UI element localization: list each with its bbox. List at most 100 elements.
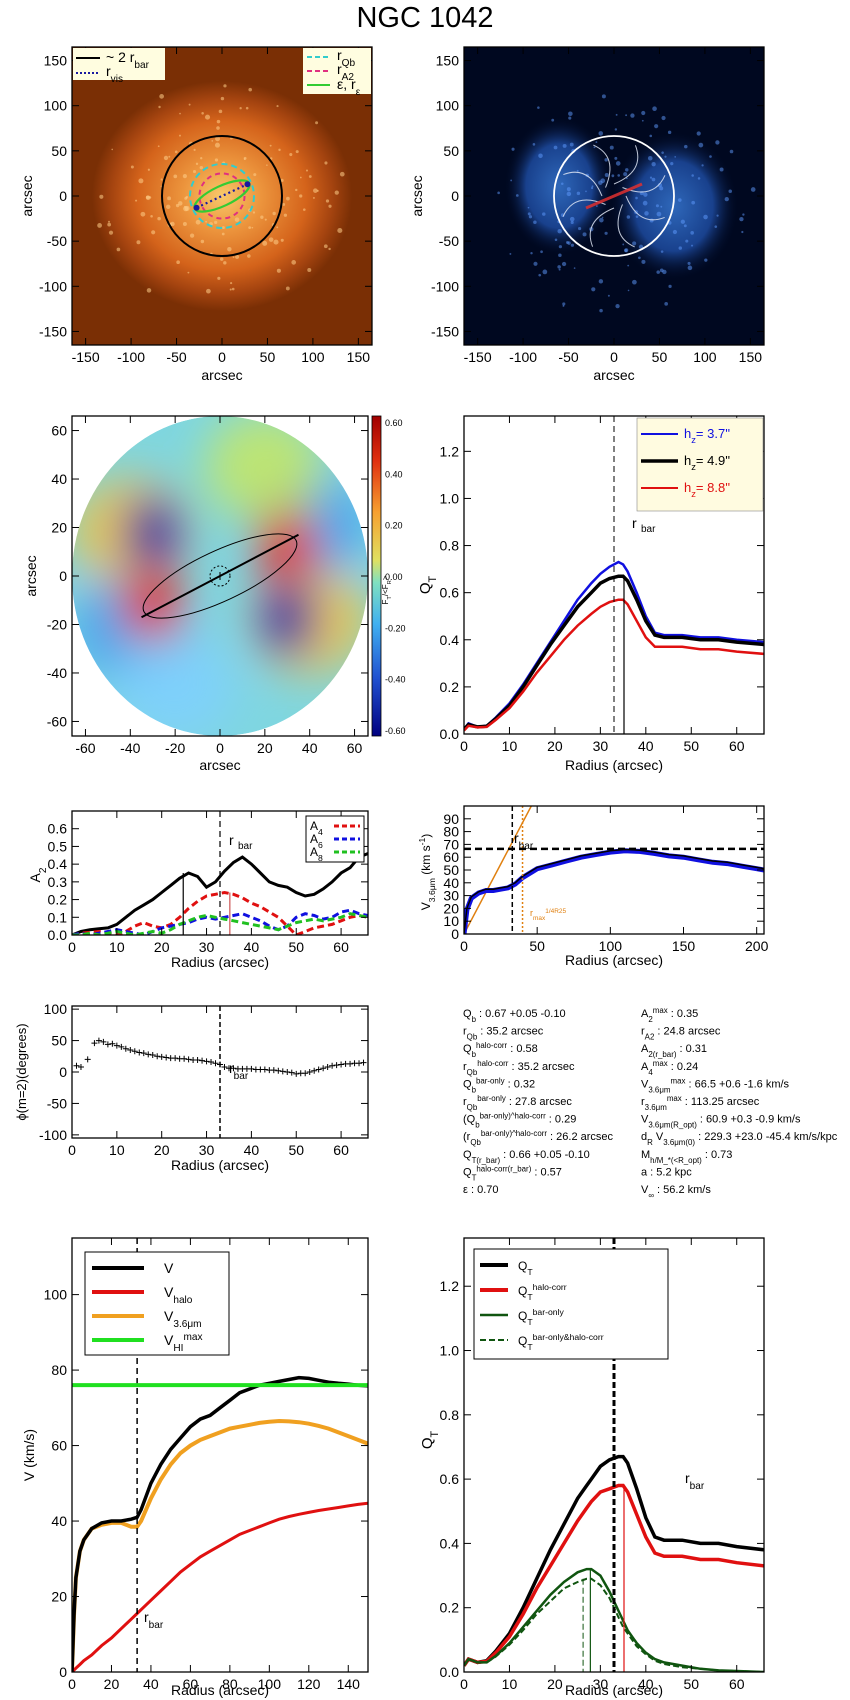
label-part: bar <box>690 1481 705 1492</box>
label-part: 3.6μm <box>648 1085 671 1094</box>
y-tick-label: 0.0 <box>440 726 460 742</box>
star-knot <box>140 211 146 217</box>
star-knot <box>282 203 286 206</box>
y-tick-label: 150 <box>436 53 460 69</box>
star-knot <box>308 175 312 178</box>
y-tick-label: -150 <box>39 323 67 339</box>
colorbar <box>371 415 382 737</box>
colorbar-tick-label: 0.60 <box>385 418 403 428</box>
star-knot <box>252 211 256 214</box>
star-knot <box>283 213 288 217</box>
label-part: : 0.66 +0.05 -0.10 <box>500 1149 590 1161</box>
rbar-annotation: r <box>229 832 234 848</box>
star-knot <box>591 185 594 188</box>
star-knot <box>235 254 240 259</box>
x-tick-label: 60 <box>729 738 745 754</box>
label-part: R <box>387 580 393 584</box>
label-part: A <box>310 819 318 833</box>
map-lobe <box>257 583 318 656</box>
label-part: vis <box>111 74 123 85</box>
parameter-right: A2max : 0.35 <box>641 1006 698 1024</box>
star-knot <box>678 198 682 202</box>
y-tick-label: -50 <box>47 233 67 249</box>
v36-series-black <box>464 848 764 934</box>
label-part: T <box>429 1430 441 1437</box>
label-part: V <box>164 1284 174 1300</box>
y-tick-label: 50 <box>443 862 459 878</box>
label-part: Qb <box>470 1138 481 1147</box>
star-knot <box>187 271 190 274</box>
y-axis-label: V3.6μm (km s-1) <box>417 834 437 911</box>
phase-point <box>127 1047 134 1053</box>
parameter-left: ε : 0.70 <box>463 1184 498 1196</box>
phase-point <box>199 1057 206 1064</box>
legend-label: hz= 3.7'' <box>684 426 730 445</box>
star-knot <box>638 244 644 250</box>
y-tick-label: 90 <box>443 811 459 827</box>
rbar-annotation-sub: bar <box>641 524 656 535</box>
star-knot <box>247 254 251 258</box>
inner-slope-line <box>464 806 532 934</box>
star-knot <box>649 218 654 223</box>
y-tick-label: 80 <box>443 824 459 840</box>
star-knot <box>716 214 719 217</box>
label-part: 3.6μm <box>173 1319 201 1330</box>
star-knot <box>253 173 257 177</box>
label-part: bar-only)^halo-corr <box>481 1129 547 1138</box>
x-axis-label: Radius (arcsec) <box>171 1157 269 1173</box>
star-knot <box>328 204 332 208</box>
star-knot <box>217 276 221 280</box>
phase-point <box>261 1066 268 1073</box>
label-part: Q <box>518 1284 527 1298</box>
y-tick-label: -100 <box>39 278 67 294</box>
phase-point <box>149 1052 156 1059</box>
force-contour <box>563 171 603 197</box>
x-tick-label: 100 <box>693 349 717 365</box>
star-knot <box>598 131 604 136</box>
label-part: V <box>164 1332 174 1348</box>
colorbar-tick-label: 0.00 <box>385 572 403 582</box>
star-knot <box>231 287 235 291</box>
label-part: Q <box>463 1043 472 1055</box>
star-knot <box>280 238 284 242</box>
label-part: r <box>463 1026 467 1038</box>
star-knot <box>683 224 687 228</box>
star-knot <box>99 194 104 199</box>
label-part: F <box>381 600 390 605</box>
x-tick-label: 30 <box>199 1142 215 1158</box>
label-part: V <box>653 1131 664 1143</box>
star-knot <box>211 140 214 142</box>
a-series-A_8 <box>72 912 368 935</box>
phase-point <box>158 1053 165 1060</box>
star-knot <box>614 156 618 160</box>
phase-point <box>248 1065 255 1072</box>
star-knot <box>715 140 720 145</box>
star-knot <box>266 164 268 167</box>
label-part: bar <box>134 60 149 71</box>
x-tick-label: 30 <box>593 1676 609 1692</box>
arm-glow <box>504 116 614 256</box>
star-knot <box>220 257 224 261</box>
x-tick-label: -60 <box>75 740 95 756</box>
legend-label-two-rbar: ~ 2 rbar <box>106 49 150 71</box>
label-part: V <box>641 1184 649 1196</box>
parameter-right: dR V3.6μm(0) : 229.3 +23.0 -45.4 km/s/kp… <box>641 1131 838 1147</box>
star-knot <box>200 239 205 244</box>
label-part: : 0.57 <box>531 1166 562 1178</box>
parameter-left: QT(r_bar) : 0.66 +0.05 -0.10 <box>463 1149 590 1165</box>
qt-halo-curve <box>464 1483 764 1667</box>
legend-label: QT <box>518 1259 533 1277</box>
a2-axes: 0 10 20 30 40 50 600.00.10.20.30.40.50.6r barA4… <box>27 810 369 970</box>
label-part: (r <box>463 1131 471 1143</box>
label-part: r <box>463 1061 467 1073</box>
phase-point <box>302 1070 309 1077</box>
v-total-curve <box>72 1375 368 1672</box>
star-knot <box>714 225 718 228</box>
x-axis-label: Radius (arcsec) <box>565 952 663 968</box>
star-knot <box>193 148 196 152</box>
label-part: max <box>667 1094 682 1103</box>
force-contour <box>589 207 615 247</box>
label-part: : 0.73 <box>702 1149 733 1161</box>
y-tick-label: 0.4 <box>440 1535 460 1551</box>
